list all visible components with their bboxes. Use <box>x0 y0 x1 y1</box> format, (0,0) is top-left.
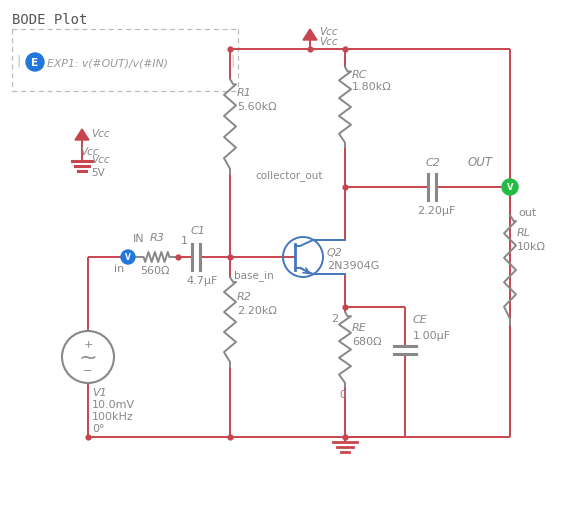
Circle shape <box>121 250 135 265</box>
Text: 5.60kΩ: 5.60kΩ <box>237 102 277 112</box>
Text: ~: ~ <box>79 347 97 367</box>
Text: 2: 2 <box>331 314 338 323</box>
Text: CE: CE <box>413 315 428 324</box>
Text: 4.7μF: 4.7μF <box>186 275 218 286</box>
Text: BODE Plot: BODE Plot <box>12 13 87 27</box>
Text: 1: 1 <box>181 236 188 245</box>
Text: R1: R1 <box>237 88 252 98</box>
Text: 0°: 0° <box>92 423 105 433</box>
Text: Vcc: Vcc <box>80 147 99 157</box>
Text: 2N3904G: 2N3904G <box>327 261 379 270</box>
Text: RL: RL <box>517 228 531 238</box>
Text: 2.20kΩ: 2.20kΩ <box>237 305 277 316</box>
Text: 0: 0 <box>339 389 345 399</box>
Text: 1.00μF: 1.00μF <box>413 330 451 341</box>
Text: Vcc: Vcc <box>91 129 110 139</box>
Text: −: − <box>83 365 93 375</box>
Text: Vcc: Vcc <box>319 27 337 37</box>
Text: 10.0mV: 10.0mV <box>92 399 135 409</box>
Text: R3: R3 <box>150 233 165 242</box>
Text: R2: R2 <box>237 292 252 301</box>
Text: +: + <box>83 340 93 349</box>
Text: C2: C2 <box>426 158 441 167</box>
Text: Vcc: Vcc <box>91 155 110 165</box>
Circle shape <box>26 54 44 72</box>
Text: 680Ω: 680Ω <box>352 336 382 346</box>
Text: RE: RE <box>352 322 367 332</box>
Text: in: in <box>114 264 124 273</box>
Text: V: V <box>125 253 131 262</box>
Text: |: | <box>230 54 234 67</box>
Text: C1: C1 <box>191 225 206 236</box>
Text: base_in: base_in <box>234 269 274 280</box>
Text: V1: V1 <box>92 387 107 397</box>
Text: RC: RC <box>352 70 367 80</box>
Text: out: out <box>518 208 536 217</box>
Text: collector_out: collector_out <box>255 169 323 181</box>
Text: IN: IN <box>133 234 145 243</box>
Polygon shape <box>303 30 317 41</box>
Text: OUT: OUT <box>468 156 493 168</box>
Text: 2.20μF: 2.20μF <box>417 206 456 216</box>
Text: 560Ω: 560Ω <box>140 266 169 275</box>
Text: EXP1: v(#OUT)/v(#IN): EXP1: v(#OUT)/v(#IN) <box>47 58 168 68</box>
Text: 100kHz: 100kHz <box>92 411 133 421</box>
Text: E: E <box>31 58 39 68</box>
Circle shape <box>502 180 518 195</box>
Text: 1.80kΩ: 1.80kΩ <box>352 82 392 92</box>
Text: |: | <box>16 54 20 67</box>
Text: 5V: 5V <box>91 167 105 178</box>
Text: 10kΩ: 10kΩ <box>517 242 546 251</box>
Text: V: V <box>507 183 513 192</box>
Polygon shape <box>75 130 89 140</box>
Text: Q2: Q2 <box>327 247 343 258</box>
Text: Vcc: Vcc <box>319 37 337 47</box>
